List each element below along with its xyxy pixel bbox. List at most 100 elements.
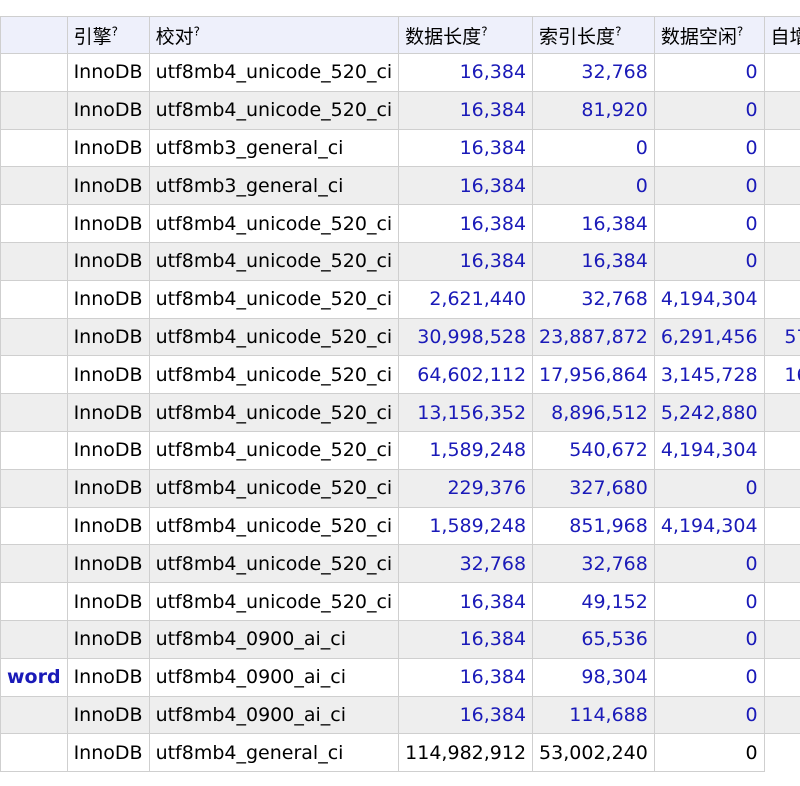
- help-mark-link[interactable]: ?: [481, 24, 488, 39]
- index-length-link[interactable]: 81,920: [532, 90, 655, 130]
- table-name-link[interactable]: [0, 317, 68, 357]
- table-row: InnoDB utf8mb4_0900_ai_ci 16,384 114,688 0: [0, 695, 800, 735]
- data-free-link[interactable]: 4,194,304: [653, 506, 765, 546]
- index-length-link[interactable]: 0: [532, 128, 655, 168]
- index-length-link[interactable]: 65,536: [532, 619, 655, 659]
- data-free-link[interactable]: 0: [653, 128, 765, 168]
- index-length-link[interactable]: 16,384: [532, 204, 655, 243]
- data-free-link[interactable]: 0: [653, 657, 765, 697]
- header-auto-increment[interactable]: 自增: [763, 16, 800, 54]
- table-name-link[interactable]: [0, 166, 68, 206]
- data-length-link[interactable]: 64,602,112: [398, 355, 534, 395]
- data-length-link[interactable]: 16,384: [398, 241, 534, 281]
- table-name-link[interactable]: [0, 128, 68, 168]
- table-row: InnoDB utf8mb4_unicode_520_ci 229,376 327,6…: [0, 468, 800, 508]
- table-body: InnoDB utf8mb4_unicode_520_ci 16,384 32,768…: [0, 53, 800, 773]
- engine-cell: InnoDB: [66, 90, 150, 130]
- table-name-link[interactable]: [0, 582, 68, 621]
- header-row: 引擎? 校对? 数据长度? 索引长度? 数据空闲? 自增: [0, 16, 800, 54]
- help-mark-link[interactable]: ?: [193, 24, 200, 39]
- data-length-link[interactable]: 16,384: [398, 53, 534, 92]
- header-index-length[interactable]: 索引长度?: [532, 16, 655, 54]
- index-length-link[interactable]: 49,152: [532, 582, 655, 621]
- data-length-link[interactable]: 1,589,248: [398, 506, 534, 546]
- collation-cell: utf8mb4_unicode_520_ci: [148, 204, 400, 243]
- table-row: InnoDB utf8mb4_unicode_520_ci 30,998,528 23…: [0, 317, 800, 357]
- index-length-link[interactable]: 32,768: [532, 53, 655, 92]
- data-free-link[interactable]: 0: [653, 204, 765, 243]
- header-data-free[interactable]: 数据空闲?: [653, 16, 765, 54]
- index-length-link[interactable]: 0: [532, 166, 655, 206]
- data-free-link[interactable]: 6,291,456: [653, 317, 765, 357]
- header-collation[interactable]: 校对?: [148, 16, 400, 54]
- auto-increment-cell: 16: [763, 355, 800, 395]
- table-name-link[interactable]: [0, 355, 68, 395]
- data-free-link[interactable]: 0: [653, 166, 765, 206]
- data-free-link[interactable]: 5,242,880: [653, 393, 765, 432]
- table-row: InnoDB utf8mb4_unicode_520_ci 16,384 81,920…: [0, 90, 800, 130]
- data-length-link[interactable]: 16,384: [398, 619, 534, 659]
- data-length-link[interactable]: 16,384: [398, 204, 534, 243]
- index-length-link[interactable]: 114,688: [532, 695, 655, 735]
- index-length-link[interactable]: 98,304: [532, 657, 655, 697]
- data-length-link[interactable]: 16,384: [398, 695, 534, 735]
- table-name-link[interactable]: [0, 619, 68, 659]
- index-length-link[interactable]: 32,768: [532, 544, 655, 584]
- index-length-link[interactable]: 851,968: [532, 506, 655, 546]
- data-free-link[interactable]: 0: [653, 695, 765, 735]
- auto-increment-cell: [763, 544, 800, 584]
- index-length-link[interactable]: 32,768: [532, 279, 655, 319]
- data-free-link[interactable]: 0: [653, 241, 765, 281]
- data-length-link[interactable]: 16,384: [398, 90, 534, 130]
- data-length-link[interactable]: 30,998,528: [398, 317, 534, 357]
- auto-increment-cell: [763, 582, 800, 621]
- table-name-link[interactable]: [0, 204, 68, 243]
- table-row: word InnoDB utf8mb4_0900_ai_ci 16,384 98,304…: [0, 657, 800, 697]
- data-free-link[interactable]: 0: [653, 619, 765, 659]
- header-data-length[interactable]: 数据长度?: [398, 16, 534, 54]
- data-length-link[interactable]: 2,621,440: [398, 279, 534, 319]
- index-length-link[interactable]: 17,956,864: [532, 355, 655, 395]
- index-length-link[interactable]: 16,384: [532, 241, 655, 281]
- data-free-link[interactable]: 4,194,304: [653, 430, 765, 470]
- data-free-link[interactable]: 0: [653, 90, 765, 130]
- table-name-link[interactable]: [0, 53, 68, 92]
- data-length-link[interactable]: 229,376: [398, 468, 534, 508]
- index-length-link[interactable]: 23,887,872: [532, 317, 655, 357]
- help-mark-link[interactable]: ?: [736, 24, 744, 39]
- data-length-link[interactable]: 32,768: [398, 544, 534, 584]
- table-name-link[interactable]: [0, 430, 68, 470]
- data-length-link[interactable]: 13,156,352: [398, 393, 534, 432]
- data-length-link[interactable]: 1,589,248: [398, 430, 534, 470]
- table-name-link[interactable]: [0, 695, 68, 735]
- table-row: InnoDB utf8mb4_unicode_520_ci 16,384 16,384…: [0, 241, 800, 281]
- table-name-link[interactable]: [0, 241, 68, 281]
- table-name-link[interactable]: [0, 506, 68, 546]
- data-free-link[interactable]: 0: [653, 544, 765, 584]
- header-engine[interactable]: 引擎?: [66, 16, 150, 54]
- data-free-link[interactable]: 0: [653, 468, 765, 508]
- table-name-link[interactable]: [0, 90, 68, 130]
- engine-cell: InnoDB: [66, 204, 150, 243]
- data-length-link[interactable]: 16,384: [398, 582, 534, 621]
- help-mark-link[interactable]: ?: [111, 24, 118, 39]
- table-name-link[interactable]: word: [0, 657, 68, 697]
- table-name-link[interactable]: [0, 544, 68, 584]
- data-length-link[interactable]: 16,384: [398, 166, 534, 206]
- data-free-link[interactable]: 0: [653, 582, 765, 621]
- data-length-link[interactable]: 16,384: [398, 128, 534, 168]
- table-row: InnoDB utf8mb4_unicode_520_ci 2,621,440 32,…: [0, 279, 800, 319]
- table-name-link[interactable]: [0, 279, 68, 319]
- index-length-link[interactable]: 540,672: [532, 430, 655, 470]
- table-name-link[interactable]: [0, 393, 68, 432]
- data-free-link[interactable]: 3,145,728: [653, 355, 765, 395]
- help-mark-link[interactable]: ?: [615, 24, 622, 39]
- index-length-link[interactable]: 8,896,512: [532, 393, 655, 432]
- table-name-link[interactable]: [0, 468, 68, 508]
- index-length-link[interactable]: 327,680: [532, 468, 655, 508]
- data-free-link[interactable]: 4,194,304: [653, 279, 765, 319]
- header-index-length-label: 索引长度: [539, 25, 616, 48]
- data-free-link[interactable]: 0: [653, 53, 765, 92]
- data-length-link[interactable]: 16,384: [398, 657, 534, 697]
- auto-increment-cell: [763, 53, 800, 92]
